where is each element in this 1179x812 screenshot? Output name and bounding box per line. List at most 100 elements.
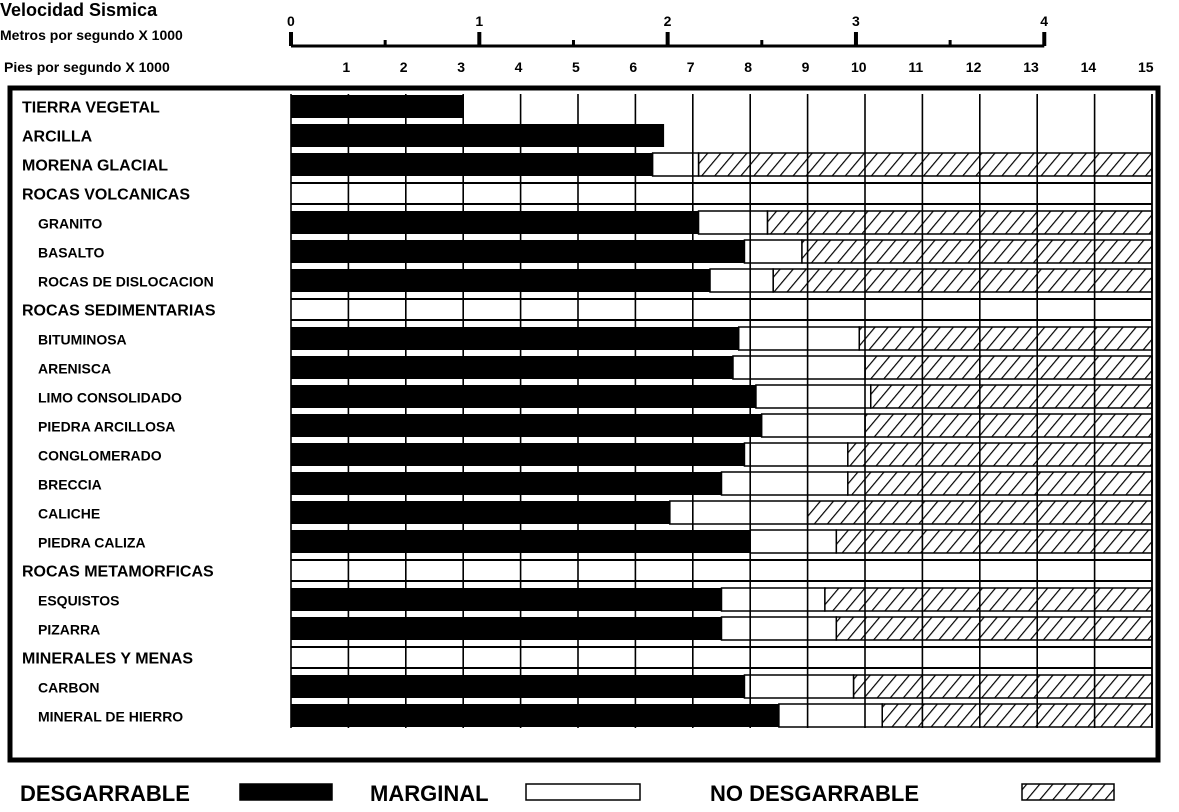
axis-bottom-tick-label: 10 [851,59,867,75]
axis-top-meters: 0 1 2 3 4 [287,13,1048,48]
axis-bottom-label: Pies por segundo X 1000 [4,59,170,75]
chart-row: BASALTO [38,239,1153,264]
bar-desgarrable [291,443,745,466]
row-label: PIEDRA CALIZA [38,535,146,551]
axis-top-tick-label: 2 [664,13,672,29]
bar-marginal [709,268,774,293]
axis-top-tick-label: 0 [287,13,295,29]
legend-item-marginal: MARGINAL [370,781,641,806]
bar-no-desgarrable [864,355,1153,380]
axis-bottom-tick-label: 7 [687,59,695,75]
row-label: MINERALES Y MENAS [22,651,193,668]
bar-desgarrable [291,617,722,640]
bar-no-desgarrable [864,413,1153,438]
row-label: BITUMINOSA [38,332,127,348]
row-label: PIEDRA ARCILLOSA [38,419,175,435]
bar-marginal [720,471,849,496]
bar-marginal [778,703,883,728]
row-label: ROCAS METAMORFICAS [22,564,214,581]
row-label: ESQUISTOS [38,593,119,609]
axis-bottom-tick-label: 12 [966,59,982,75]
axis-bottom-tick-label: 14 [1081,59,1097,75]
row-label: CARBON [38,680,99,696]
chart-row: ARCILLA [22,124,665,147]
chart-row: ESQUISTOS [38,587,1153,612]
bar-desgarrable [291,356,733,379]
row-label: LIMO CONSOLIDADO [38,390,182,406]
chart-row: MINERAL DE HIERRO [38,703,1153,728]
row-label: BRECCIA [38,477,102,493]
bar-marginal [743,239,803,264]
bar-marginal [755,384,872,409]
bar-no-desgarrable [835,616,1153,641]
legend-item-no_desgarrable: NO DESGARRABLE [710,781,1115,806]
bar-no-desgarrable [847,471,1153,496]
chart-row: CONGLOMERADO [38,442,1153,467]
bar-desgarrable [291,95,464,118]
axis-bottom-tick-label: 11 [908,59,923,75]
grid-lines [290,94,1153,728]
axis-bottom-tick-label: 4 [515,59,523,75]
chart-row: BRECCIA [38,471,1153,496]
bar-desgarrable [291,414,762,437]
bar-desgarrable [291,124,665,147]
bar-marginal [697,210,769,235]
bar-desgarrable [291,327,739,350]
axis-top-tick-label: 4 [1040,13,1048,29]
legend: DESGARRABLE MARGINAL NO DESGARRABLE [20,781,1115,806]
row-label: MINERAL DE HIERRO [38,709,183,725]
bar-marginal [669,500,809,525]
chart-row: MORENA GLACIAL [22,152,1153,177]
bar-desgarrable [291,588,722,611]
row-label: CONGLOMERADO [38,448,162,464]
bar-desgarrable [291,153,653,176]
bar-desgarrable [291,385,756,408]
bar-desgarrable [291,240,745,263]
row-label: GRANITO [38,216,102,232]
chart-row: ROCAS SEDIMENTARIAS [22,303,216,320]
bar-marginal [743,442,849,467]
axis-bottom-tick-label: 2 [400,59,408,75]
bar-no-desgarrable [835,529,1153,554]
row-label: TIERRA VEGETAL [22,100,160,117]
legend-swatch [525,783,641,801]
bar-desgarrable [291,472,722,495]
row-label: CALICHE [38,506,100,522]
row-label: PIZARRA [38,622,100,638]
chart-row: TIERRA VEGETAL [22,95,464,118]
chart-row: ROCAS VOLCANICAS [22,187,190,204]
axis-bottom-tick-label: 13 [1023,59,1039,75]
row-label: ARCILLA [22,129,93,146]
bar-no-desgarrable [697,152,1153,177]
row-label: ROCAS DE DISLOCACION [38,274,214,290]
chart-row: ROCAS METAMORFICAS [22,564,214,581]
bar-no-desgarrable [852,674,1153,699]
row-label: ROCAS SEDIMENTARIAS [22,303,216,320]
legend-item-desgarrable: DESGARRABLE [20,781,333,806]
chart-row: CARBON [38,674,1153,699]
bar-marginal [720,616,838,641]
axis-bottom-tick-label: 15 [1138,59,1154,75]
legend-label: MARGINAL [370,781,489,806]
axis-bottom-tick-label: 5 [572,59,580,75]
legend-swatch [239,783,333,801]
chart-row: PIEDRA ARCILLOSA [38,413,1153,438]
chart-row: GRANITO [38,210,1153,235]
bar-marginal [732,355,866,380]
chart-row: ROCAS DE DISLOCACION [38,268,1153,293]
axis-top-tick-label: 1 [475,13,483,29]
bar-marginal [760,413,866,438]
bar-marginal [749,529,838,554]
bar-desgarrable [291,704,779,727]
bar-desgarrable [291,675,745,698]
chart-title: Velocidad Sismica [0,0,158,20]
bar-no-desgarrable [801,239,1153,264]
axis-bottom-tick-label: 8 [744,59,752,75]
bar-marginal [737,326,861,351]
row-label: BASALTO [38,245,104,261]
row-label: ARENISCA [38,361,111,377]
axis-bottom-tick-label: 1 [342,59,350,75]
bar-marginal [720,587,826,612]
legend-label: DESGARRABLE [20,781,190,806]
axis-bottom-feet: 1 2 3 4 5 6 7 8 9 10 11 12 13 14 15 [342,59,1153,75]
